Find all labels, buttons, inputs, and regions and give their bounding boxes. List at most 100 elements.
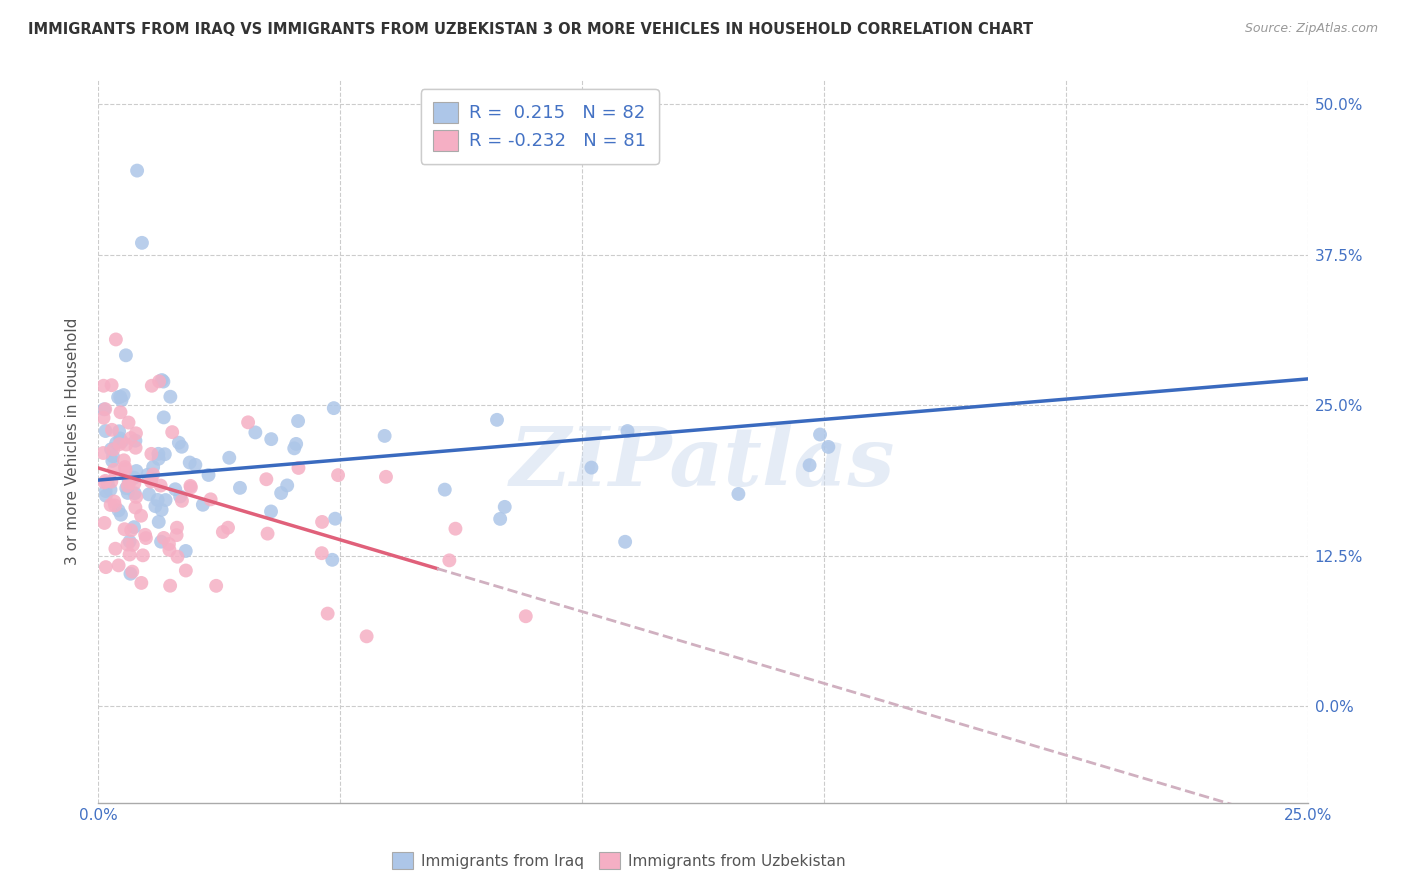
Point: [433, 483, 456, 497]
Point: [94, 483, 117, 498]
Point: [134, 528, 156, 542]
Point: [124, 486, 146, 500]
Point: [494, 500, 516, 514]
Point: [103, 494, 125, 508]
Point: [205, 579, 228, 593]
Point: [142, 460, 165, 475]
Point: [129, 508, 152, 523]
Point: [91, 446, 114, 460]
Point: [166, 521, 188, 535]
Point: [485, 413, 508, 427]
Point: [118, 534, 141, 549]
Point: [118, 548, 141, 562]
Point: [124, 434, 146, 448]
Point: [166, 549, 188, 564]
Point: [285, 437, 308, 451]
Point: [159, 390, 181, 404]
Point: [254, 472, 277, 486]
Point: [125, 490, 148, 504]
Point: [200, 492, 222, 507]
Point: [110, 393, 132, 408]
Point: [117, 486, 139, 500]
Point: [136, 467, 159, 482]
Text: IMMIGRANTS FROM IRAQ VS IMMIGRANTS FROM UZBEKISTAN 3 OR MORE VEHICLES IN HOUSEHO: IMMIGRANTS FROM IRAQ VS IMMIGRANTS FROM …: [28, 22, 1033, 37]
Point: [117, 537, 139, 551]
Point: [374, 429, 396, 443]
Point: [170, 440, 193, 454]
Point: [94, 560, 117, 574]
Point: [808, 427, 831, 442]
Point: [157, 542, 180, 557]
Point: [127, 163, 149, 178]
Point: [148, 451, 170, 466]
Point: [799, 458, 821, 473]
Point: [260, 432, 283, 446]
Point: [159, 579, 181, 593]
Point: [283, 442, 305, 456]
Text: ZIPatlas: ZIPatlas: [510, 423, 896, 503]
Point: [100, 498, 122, 512]
Point: [260, 504, 283, 518]
Point: [115, 348, 138, 362]
Point: [169, 490, 191, 504]
Point: [139, 475, 162, 489]
Point: [515, 609, 537, 624]
Point: [121, 565, 143, 579]
Point: [326, 468, 349, 483]
Point: [174, 564, 197, 578]
Point: [184, 458, 207, 472]
Point: [114, 463, 136, 477]
Point: [142, 467, 165, 482]
Point: [124, 500, 146, 515]
Point: [149, 478, 172, 492]
Point: [93, 410, 115, 425]
Point: [287, 461, 309, 475]
Point: [150, 503, 173, 517]
Point: [101, 423, 124, 437]
Point: [218, 450, 240, 465]
Point: [155, 493, 177, 508]
Point: [270, 486, 292, 500]
Point: [141, 472, 163, 486]
Point: [179, 456, 201, 470]
Point: [197, 467, 219, 482]
Point: [727, 487, 749, 501]
Point: [124, 476, 146, 491]
Point: [131, 576, 153, 591]
Point: [276, 478, 298, 492]
Point: [118, 474, 141, 488]
Point: [616, 424, 638, 438]
Point: [122, 471, 145, 485]
Point: [165, 482, 187, 496]
Point: [287, 414, 309, 428]
Point: [316, 607, 339, 621]
Point: [323, 511, 346, 525]
Point: [105, 436, 128, 450]
Point: [124, 441, 146, 455]
Y-axis label: 3 or more Vehicles in Household: 3 or more Vehicles in Household: [65, 318, 80, 566]
Point: [117, 479, 139, 493]
Point: [120, 566, 142, 581]
Point: [132, 549, 155, 563]
Point: [101, 454, 124, 468]
Point: [93, 516, 115, 530]
Point: [614, 534, 637, 549]
Point: [112, 453, 135, 467]
Point: [108, 432, 131, 446]
Point: [107, 390, 129, 404]
Point: [135, 531, 157, 545]
Point: [179, 479, 201, 493]
Point: [166, 528, 188, 542]
Point: [125, 426, 148, 441]
Point: [108, 424, 131, 438]
Point: [152, 410, 174, 425]
Point: [97, 476, 120, 491]
Point: [191, 498, 214, 512]
Point: [94, 489, 117, 503]
Point: [108, 437, 131, 451]
Point: [110, 390, 132, 404]
Point: [444, 522, 467, 536]
Point: [110, 405, 132, 419]
Point: [143, 499, 166, 513]
Point: [157, 537, 180, 551]
